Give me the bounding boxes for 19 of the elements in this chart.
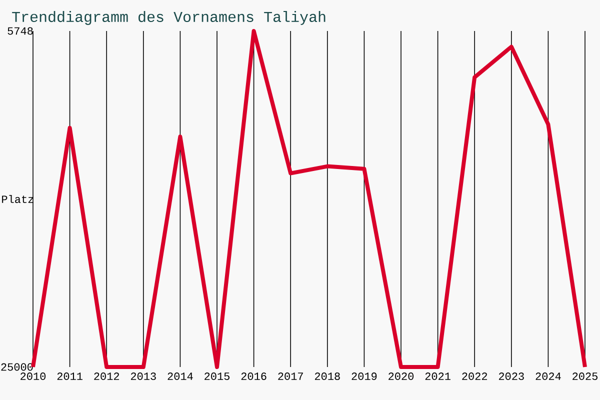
x-tick-label: 2013	[130, 372, 156, 380]
x-tick-label: 2023	[498, 372, 524, 380]
x-tick-label: 2022	[462, 372, 488, 380]
x-tick-label: 2016	[241, 372, 266, 380]
y-tick-label: 25000	[1, 363, 33, 371]
x-tick-label: 2020	[388, 372, 414, 380]
x-tick-label: 2015	[204, 372, 230, 380]
x-tick-label: 2019	[352, 372, 377, 380]
y-tick-label: 5748	[8, 27, 33, 35]
x-tick-label: 2025	[572, 372, 598, 380]
x-tick-label: 2021	[425, 372, 450, 380]
x-tick-label: 2024	[536, 372, 561, 380]
chart-title: Trenddiagramm des Vornamens Taliyah	[12, 11, 326, 25]
x-tick-label: 2010	[20, 372, 46, 380]
x-tick-label: 2014	[168, 372, 193, 380]
x-tick-label: 2017	[278, 372, 303, 380]
x-tick-label: 2011	[57, 372, 82, 380]
x-tick-label: 2018	[314, 372, 340, 380]
x-tick-label: 2012	[94, 372, 120, 380]
